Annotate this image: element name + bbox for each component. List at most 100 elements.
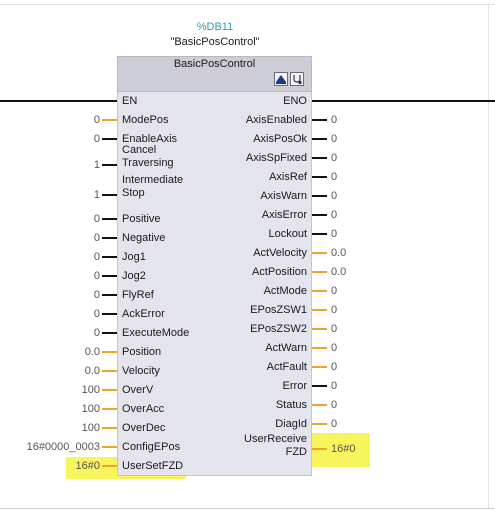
- param-in-jog2[interactable]: 0: [93, 270, 100, 282]
- pin-in-negative[interactable]: Negative: [122, 232, 166, 244]
- pin-in-usersetfzd[interactable]: UserSetFZD: [122, 460, 184, 472]
- param-out-userreceive-fzd[interactable]: 16#0: [331, 443, 356, 455]
- param-out-axiswarn[interactable]: 0: [331, 190, 338, 202]
- pin-en[interactable]: EN: [122, 95, 138, 107]
- pin-out-axisenabled[interactable]: AxisEnabled: [245, 114, 307, 126]
- pin-in-executemode[interactable]: ExecuteMode: [122, 327, 190, 339]
- instance-db-number[interactable]: %DB11: [196, 21, 234, 33]
- editor-right-border: [488, 4, 489, 509]
- pin-in-positive[interactable]: Positive: [122, 213, 161, 225]
- param-in-executemode[interactable]: 0: [93, 327, 100, 339]
- param-in-intermediate-stop[interactable]: 1: [93, 189, 100, 201]
- param-out-actwarn[interactable]: 0: [331, 342, 338, 354]
- param-in-flyref[interactable]: 0: [93, 289, 100, 301]
- param-out-axisposok[interactable]: 0: [331, 133, 338, 145]
- pin-out-lockout[interactable]: Lockout: [268, 228, 307, 240]
- param-in-usersetfzd[interactable]: 16#0: [75, 460, 100, 472]
- param-in-jog1[interactable]: 0: [93, 251, 100, 263]
- wire-out-axisspfixed: [312, 157, 327, 159]
- pin-out-axiserror[interactable]: AxisError: [261, 209, 307, 221]
- param-in-modepos[interactable]: 0: [93, 114, 100, 126]
- param-out-axisref[interactable]: 0: [331, 171, 338, 183]
- pin-out-actwarn[interactable]: ActWarn: [265, 342, 307, 354]
- pin-in-overacc[interactable]: OverAcc: [122, 403, 165, 415]
- power-rail-out: [312, 100, 495, 102]
- wire-in-ackerror: [102, 313, 117, 315]
- param-in-enableaxis[interactable]: 0: [93, 133, 100, 145]
- pin-eno[interactable]: ENO: [283, 95, 307, 107]
- function-block-title: BasicPosControl: [173, 58, 256, 70]
- param-in-cancel-traversing[interactable]: 1: [93, 159, 100, 171]
- wire-out-actposition: [312, 271, 327, 273]
- pin-out-userreceive-fzd[interactable]: UserReceive FZD: [244, 433, 307, 458]
- pin-in-flyref[interactable]: FlyRef: [122, 289, 154, 301]
- param-out-status[interactable]: 0: [331, 399, 338, 411]
- wire-in-velocity: [102, 370, 117, 372]
- param-in-configepos[interactable]: 16#0000_0003: [26, 441, 100, 453]
- param-in-negative[interactable]: 0: [93, 232, 100, 244]
- wire-out-axisenabled: [312, 119, 327, 121]
- param-out-actposition[interactable]: 0.0: [331, 266, 347, 278]
- function-block[interactable]: [117, 56, 312, 476]
- pin-in-jog1[interactable]: Jog1: [122, 251, 146, 263]
- param-in-position[interactable]: 0.0: [84, 346, 100, 358]
- pin-out-status[interactable]: Status: [275, 399, 307, 411]
- pin-in-configepos[interactable]: ConfigEPos: [122, 441, 181, 453]
- pin-out-actfault[interactable]: ActFault: [266, 361, 307, 373]
- wire-out-diagid: [312, 423, 327, 425]
- param-in-ackerror[interactable]: 0: [93, 308, 100, 320]
- pin-out-axiswarn[interactable]: AxisWarn: [260, 190, 307, 202]
- pin-out-axisspfixed[interactable]: AxisSpFixed: [245, 152, 307, 164]
- param-out-actmode[interactable]: 0: [331, 285, 338, 297]
- wire-in-executemode: [102, 332, 117, 334]
- pin-in-cancel-traversing[interactable]: Cancel Traversing: [122, 144, 174, 169]
- pin-out-actposition[interactable]: ActPosition: [251, 266, 307, 278]
- pin-in-modepos[interactable]: ModePos: [122, 114, 169, 126]
- wire-in-position: [102, 351, 117, 353]
- param-in-overacc[interactable]: 100: [81, 403, 100, 415]
- param-out-axisenabled[interactable]: 0: [331, 114, 338, 126]
- block-icon[interactable]: [274, 72, 288, 86]
- param-out-axisspfixed[interactable]: 0: [331, 152, 338, 164]
- pin-out-eposzsw1[interactable]: EPosZSW1: [250, 304, 307, 316]
- pin-in-overdec[interactable]: OverDec: [122, 422, 166, 434]
- pin-out-axisposok[interactable]: AxisPosOk: [253, 133, 307, 145]
- pin-in-enableaxis[interactable]: EnableAxis: [122, 133, 178, 145]
- wire-out-actvelocity: [312, 252, 327, 254]
- power-rail-in: [0, 100, 117, 102]
- pin-in-velocity[interactable]: Velocity: [122, 365, 160, 377]
- pin-in-position[interactable]: Position: [122, 346, 162, 358]
- param-out-error[interactable]: 0: [331, 380, 338, 392]
- pin-in-ackerror[interactable]: AckError: [122, 308, 165, 320]
- pin-in-overv[interactable]: OverV: [122, 384, 154, 396]
- wire-out-axiserror: [312, 214, 327, 216]
- wire-in-positive: [102, 218, 117, 220]
- pin-in-jog2[interactable]: Jog2: [122, 270, 146, 282]
- param-out-axiserror[interactable]: 0: [331, 209, 338, 221]
- wire-out-error: [312, 385, 327, 387]
- wire-out-lockout: [312, 233, 327, 235]
- param-in-overv[interactable]: 100: [81, 384, 100, 396]
- param-out-eposzsw1[interactable]: 0: [331, 304, 338, 316]
- param-out-diagid[interactable]: 0: [331, 418, 338, 430]
- pin-out-actmode[interactable]: ActMode: [263, 285, 307, 297]
- pin-in-intermediate-stop[interactable]: Intermediate Stop: [122, 174, 184, 199]
- param-out-eposzsw2[interactable]: 0: [331, 323, 338, 335]
- pin-out-diagid[interactable]: DiagId: [275, 418, 307, 430]
- pin-out-actvelocity[interactable]: ActVelocity: [253, 247, 307, 259]
- param-in-velocity[interactable]: 0.0: [84, 365, 100, 377]
- param-out-lockout[interactable]: 0: [331, 228, 338, 240]
- instance-db-name[interactable]: "BasicPosControl": [170, 36, 260, 48]
- diagnostics-icon[interactable]: [290, 72, 304, 86]
- param-in-positive[interactable]: 0: [93, 213, 100, 225]
- wire-in-overdec: [102, 427, 117, 429]
- wire-in-negative: [102, 237, 117, 239]
- param-out-actvelocity[interactable]: 0.0: [331, 247, 347, 259]
- pin-out-error[interactable]: Error: [282, 380, 307, 392]
- wire-in-intermediate-stop: [102, 194, 117, 196]
- param-in-overdec[interactable]: 100: [81, 422, 100, 434]
- pin-out-axisref[interactable]: AxisRef: [269, 171, 307, 183]
- param-out-actfault[interactable]: 0: [331, 361, 338, 373]
- pin-out-eposzsw2[interactable]: EPosZSW2: [250, 323, 307, 335]
- wire-in-enableaxis: [102, 138, 117, 140]
